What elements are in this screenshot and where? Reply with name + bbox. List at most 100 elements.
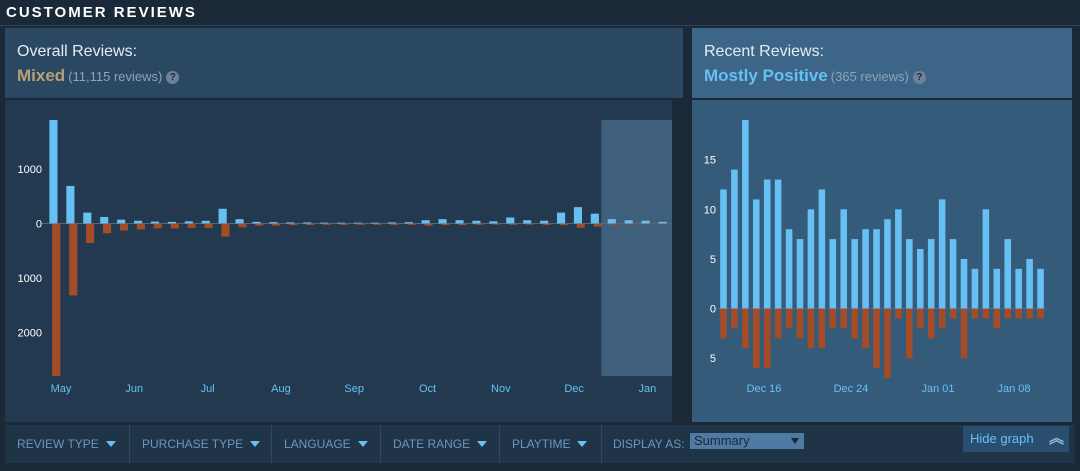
negative-bar[interactable]	[982, 308, 990, 319]
negative-bar[interactable]	[119, 223, 129, 231]
positive-bar[interactable]	[796, 239, 804, 309]
positive-bar[interactable]	[641, 220, 650, 224]
negative-bar[interactable]	[763, 308, 771, 369]
negative-bar[interactable]	[593, 223, 602, 227]
negative-bar[interactable]	[170, 223, 179, 229]
positive-bar[interactable]	[840, 209, 848, 309]
positive-bar[interactable]	[927, 239, 935, 309]
positive-bar[interactable]	[421, 220, 430, 224]
negative-bar[interactable]	[610, 223, 619, 226]
negative-bar[interactable]	[424, 223, 433, 226]
negative-bar[interactable]	[204, 223, 213, 228]
negative-bar[interactable]	[862, 308, 869, 349]
positive-bar[interactable]	[117, 219, 126, 224]
positive-bar[interactable]	[269, 222, 278, 224]
positive-bar[interactable]	[862, 229, 869, 309]
positive-bar[interactable]	[982, 209, 990, 309]
positive-bar[interactable]	[370, 222, 379, 224]
positive-bar[interactable]	[455, 220, 464, 224]
positive-bar[interactable]	[906, 239, 913, 309]
positive-bar[interactable]	[353, 222, 363, 224]
positive-bar[interactable]	[829, 239, 837, 309]
negative-bar[interactable]	[52, 223, 61, 376]
positive-bar[interactable]	[523, 220, 532, 224]
negative-bar[interactable]	[742, 308, 749, 349]
negative-bar[interactable]	[69, 223, 78, 296]
positive-bar[interactable]	[916, 249, 924, 309]
negative-bar[interactable]	[949, 308, 957, 319]
negative-bar[interactable]	[289, 223, 298, 226]
negative-bar[interactable]	[731, 308, 738, 329]
negative-bar[interactable]	[407, 223, 416, 225]
positive-bar[interactable]	[807, 209, 815, 309]
negative-bar[interactable]	[851, 308, 858, 339]
positive-bar[interactable]	[993, 268, 1001, 309]
negative-bar[interactable]	[306, 223, 315, 226]
negative-bar[interactable]	[221, 223, 230, 237]
positive-bar[interactable]	[404, 222, 413, 224]
negative-bar[interactable]	[960, 308, 968, 359]
negative-bar[interactable]	[927, 308, 935, 339]
negative-bar[interactable]	[559, 223, 568, 226]
negative-bar[interactable]	[873, 308, 880, 369]
positive-bar[interactable]	[884, 219, 891, 309]
negative-bar[interactable]	[187, 223, 196, 228]
positive-bar[interactable]	[235, 219, 244, 224]
negative-bar[interactable]	[1015, 308, 1022, 319]
positive-bar[interactable]	[438, 219, 447, 224]
positive-bar[interactable]	[658, 221, 667, 224]
negative-bar[interactable]	[1026, 308, 1033, 319]
negative-bar[interactable]	[238, 223, 247, 228]
positive-bar[interactable]	[506, 217, 515, 224]
negative-bar[interactable]	[840, 308, 848, 329]
negative-bar[interactable]	[356, 223, 365, 225]
positive-bar[interactable]	[1004, 239, 1012, 309]
positive-bar[interactable]	[1015, 268, 1022, 309]
positive-bar[interactable]	[731, 169, 738, 309]
positive-bar[interactable]	[201, 220, 210, 224]
recent-summary-text[interactable]: Mostly Positive	[704, 66, 828, 85]
positive-bar[interactable]	[218, 208, 227, 224]
negative-bar[interactable]	[971, 308, 979, 319]
purchase-type-filter[interactable]: PURCHASE TYPE	[130, 425, 272, 463]
hide-graph-button[interactable]: Hide graph ︽	[963, 426, 1069, 452]
negative-bar[interactable]	[576, 223, 585, 228]
positive-bar[interactable]	[1037, 268, 1044, 309]
positive-bar[interactable]	[303, 222, 312, 224]
help-icon[interactable]: ?	[166, 71, 180, 84]
negative-bar[interactable]	[796, 308, 804, 339]
positive-bar[interactable]	[83, 212, 92, 224]
negative-bar[interactable]	[272, 223, 281, 226]
negative-bar[interactable]	[829, 308, 837, 329]
negative-bar[interactable]	[1004, 308, 1012, 319]
negative-bar[interactable]	[906, 308, 913, 359]
positive-bar[interactable]	[774, 179, 782, 309]
positive-bar[interactable]	[472, 220, 481, 224]
playtime-filter[interactable]: PLAYTIME	[500, 425, 602, 463]
negative-bar[interactable]	[373, 223, 382, 225]
positive-bar[interactable]	[752, 199, 760, 309]
negative-bar[interactable]	[136, 223, 145, 230]
negative-bar[interactable]	[509, 223, 518, 225]
negative-bar[interactable]	[542, 223, 552, 225]
positive-bar[interactable]	[949, 239, 957, 309]
positive-bar[interactable]	[851, 239, 858, 309]
positive-bar[interactable]	[818, 189, 826, 309]
positive-bar[interactable]	[133, 220, 143, 224]
help-icon[interactable]: ?	[912, 71, 926, 84]
negative-bar[interactable]	[475, 223, 484, 225]
positive-bar[interactable]	[100, 216, 109, 224]
positive-bar[interactable]	[742, 120, 749, 309]
negative-bar[interactable]	[938, 308, 946, 329]
negative-bar[interactable]	[255, 223, 264, 226]
positive-bar[interactable]	[720, 189, 727, 309]
negative-bar[interactable]	[720, 308, 727, 339]
negative-bar[interactable]	[153, 223, 162, 229]
positive-bar[interactable]	[320, 222, 329, 224]
positive-bar[interactable]	[938, 199, 946, 309]
positive-bar[interactable]	[489, 221, 498, 224]
positive-bar[interactable]	[540, 220, 549, 224]
negative-bar[interactable]	[1037, 308, 1044, 319]
positive-bar[interactable]	[1026, 258, 1033, 309]
negative-bar[interactable]	[644, 223, 653, 225]
